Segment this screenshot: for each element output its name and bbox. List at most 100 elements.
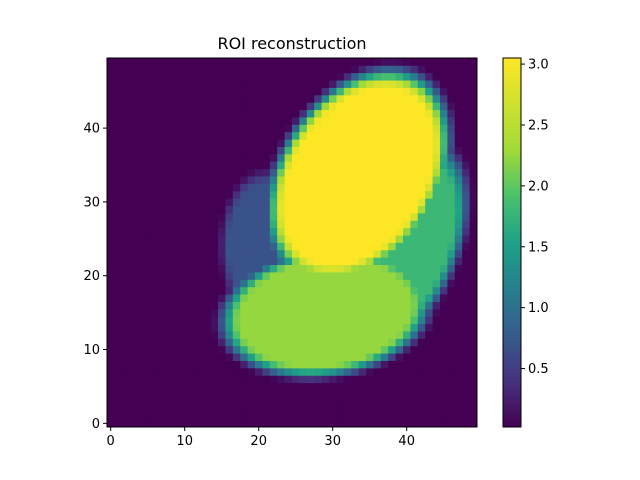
heatmap-cell [255, 397, 263, 406]
heatmap-cell [247, 308, 256, 317]
heatmap-cell [195, 286, 204, 295]
heatmap-cell [195, 176, 204, 184]
heatmap-cell [188, 139, 197, 147]
heatmap-cell [136, 360, 145, 369]
heatmap-cell [144, 190, 152, 199]
heatmap-cell [158, 176, 167, 184]
heatmap-cell [314, 205, 322, 214]
heatmap-cell [129, 316, 137, 325]
heatmap-cell [218, 102, 226, 111]
heatmap-cell [151, 331, 160, 339]
heatmap-cell [336, 390, 345, 398]
heatmap-cell [203, 190, 211, 199]
heatmap-cell [277, 353, 285, 361]
heatmap-cell [262, 279, 271, 288]
heatmap-cell [388, 183, 396, 192]
heatmap-cell [151, 212, 160, 221]
heatmap-cell [373, 58, 382, 66]
heatmap-cell [166, 205, 174, 214]
heatmap-cell [247, 190, 256, 199]
heatmap-cell [232, 286, 241, 295]
heatmap-cell [181, 257, 189, 266]
heatmap-cell [373, 264, 382, 273]
heatmap-cell [440, 264, 448, 273]
heatmap-cell [292, 153, 300, 162]
heatmap-cell [269, 72, 278, 81]
heatmap-cell [181, 161, 189, 170]
heatmap-cell [388, 124, 396, 133]
heatmap-cell [373, 345, 382, 354]
heatmap-cell [129, 345, 137, 354]
heatmap-cell [129, 367, 137, 376]
heatmap-cell [336, 397, 345, 406]
y-tick-label: 10 [83, 343, 100, 358]
heatmap-cell [336, 220, 345, 229]
heatmap-cell [225, 286, 234, 295]
heatmap-cell [225, 94, 234, 103]
heatmap-cell [380, 235, 389, 243]
heatmap-cell [403, 404, 411, 413]
heatmap-cell [447, 338, 456, 347]
heatmap-cell [417, 176, 426, 184]
heatmap-cell [255, 249, 263, 258]
heatmap-cell [366, 94, 374, 103]
heatmap-cell [225, 220, 234, 229]
heatmap-cell [158, 294, 167, 302]
heatmap-cell [121, 257, 130, 266]
heatmap-cell [454, 183, 463, 192]
heatmap-cell [136, 249, 145, 258]
heatmap-cell [284, 279, 293, 288]
heatmap-cell [299, 220, 308, 229]
heatmap-cell [218, 227, 226, 236]
heatmap-cell [203, 102, 211, 111]
heatmap-cell [129, 272, 137, 280]
heatmap-cell [269, 124, 278, 133]
heatmap-cell [218, 72, 226, 81]
heatmap-cell [306, 212, 315, 221]
heatmap-cell [462, 308, 470, 317]
heatmap-cell [284, 87, 293, 96]
heatmap-cell [269, 257, 278, 266]
heatmap-cell [203, 286, 211, 295]
heatmap-cell [410, 161, 419, 170]
heatmap-cell [195, 331, 204, 339]
heatmap-cell [225, 58, 234, 66]
heatmap-cell [255, 301, 263, 310]
heatmap-cell [351, 272, 359, 280]
heatmap-cell [232, 161, 241, 170]
heatmap-cell [336, 412, 345, 421]
heatmap-cell [395, 190, 404, 199]
heatmap-cell [462, 220, 470, 229]
heatmap-cell [321, 117, 330, 125]
heatmap-cell [277, 390, 285, 398]
heatmap-cell [314, 176, 322, 184]
heatmap-cell [351, 131, 359, 140]
heatmap-cell [151, 87, 160, 96]
heatmap-cell [262, 109, 271, 118]
heatmap-cell [343, 382, 352, 391]
heatmap-cell [151, 80, 160, 88]
heatmap-cell [225, 257, 234, 266]
heatmap-cell [373, 153, 382, 162]
heatmap-cell [299, 117, 308, 125]
heatmap-cell [232, 272, 241, 280]
heatmap-cell [440, 390, 448, 398]
heatmap-cell [343, 316, 352, 325]
heatmap-cell [469, 353, 478, 361]
heatmap-cell [292, 220, 300, 229]
heatmap-cell [247, 375, 256, 384]
heatmap-cell [255, 412, 263, 421]
heatmap-cell [321, 227, 330, 236]
heatmap-cell [343, 168, 352, 177]
heatmap-cell [351, 117, 359, 125]
heatmap-cell [210, 397, 219, 406]
heatmap-cell [195, 397, 204, 406]
heatmap-cell [373, 404, 382, 413]
heatmap-cell [240, 87, 248, 96]
heatmap-cell [166, 146, 174, 155]
heatmap-cell [181, 367, 189, 376]
heatmap-cell [158, 242, 167, 251]
heatmap-cell [358, 212, 367, 221]
heatmap-cell [440, 375, 448, 384]
heatmap-cell [195, 87, 204, 96]
